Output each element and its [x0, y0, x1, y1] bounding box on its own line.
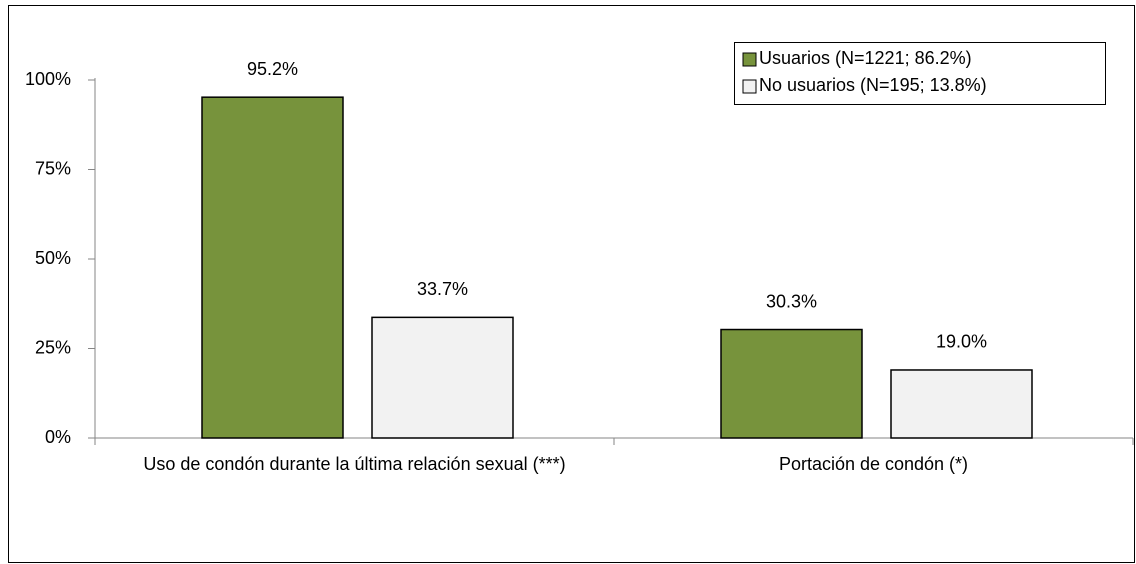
x-tick-label: Portación de condón (*) [778, 454, 969, 474]
legend-swatch [742, 52, 757, 67]
x-tick-label-box: Uso de condón durante la última relación… [143, 454, 566, 474]
x-tick-label: Uso de condón durante la última relación… [143, 454, 566, 474]
x-tick-label-box: Portación de condón (*) [778, 454, 969, 474]
y-tick-label: 75% [35, 158, 71, 178]
y-tick-label: 50% [35, 248, 71, 268]
legend-box [734, 42, 1106, 105]
bar [201, 96, 344, 439]
y-tick-label: 25% [35, 337, 71, 357]
y-tick-label: 100% [25, 69, 71, 89]
y-tick-label: 0% [45, 427, 71, 447]
legend-label: No usuarios (N=195; 13.8%) [759, 75, 987, 95]
bar [371, 316, 514, 439]
bar [890, 369, 1033, 439]
bar [720, 328, 863, 439]
data-label: 30.3% [766, 291, 817, 311]
data-label: 33.7% [417, 279, 468, 299]
legend-swatch [742, 79, 757, 94]
data-label: 95.2% [247, 59, 298, 79]
legend-label: Usuarios (N=1221; 86.2%) [759, 48, 972, 68]
data-label: 19.0% [936, 332, 987, 352]
